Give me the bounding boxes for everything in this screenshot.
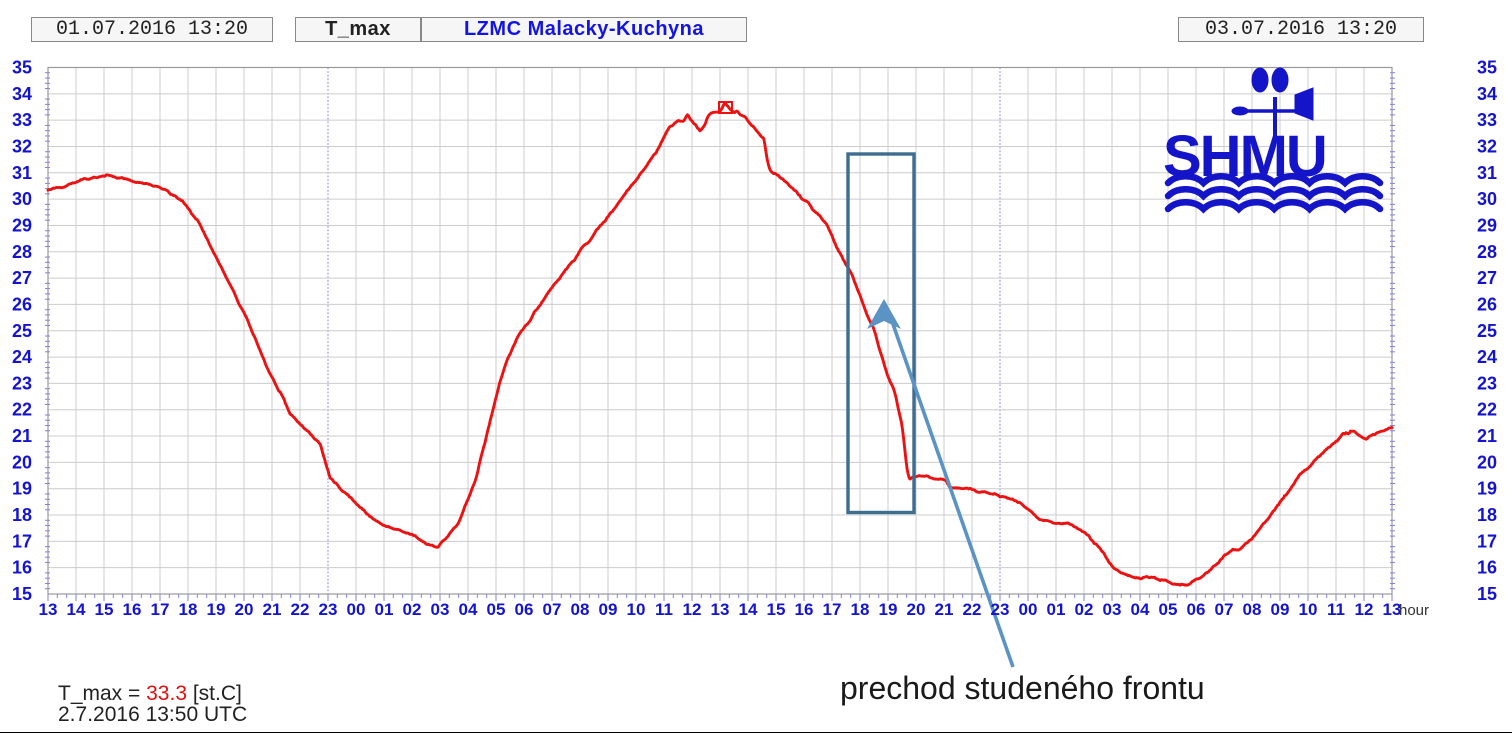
svg-text:22: 22	[291, 600, 310, 619]
svg-text:31: 31	[1477, 163, 1497, 183]
svg-text:23: 23	[1477, 373, 1497, 393]
svg-text:22: 22	[963, 600, 982, 619]
svg-text:05: 05	[487, 600, 506, 619]
svg-text:20: 20	[1477, 452, 1497, 472]
svg-text:17: 17	[12, 531, 32, 551]
svg-text:22: 22	[1477, 400, 1497, 420]
svg-text:06: 06	[515, 600, 534, 619]
svg-text:17: 17	[823, 600, 842, 619]
svg-text:15: 15	[95, 600, 114, 619]
svg-text:07: 07	[543, 600, 562, 619]
svg-text:17: 17	[1477, 531, 1497, 551]
svg-text:33: 33	[1477, 110, 1497, 130]
svg-text:29: 29	[1477, 215, 1497, 235]
svg-text:05: 05	[1159, 600, 1178, 619]
svg-text:06: 06	[1187, 600, 1206, 619]
svg-text:13: 13	[711, 600, 730, 619]
svg-text:12: 12	[683, 600, 702, 619]
svg-text:23: 23	[12, 373, 32, 393]
svg-text:19: 19	[1477, 479, 1497, 499]
svg-text:03: 03	[431, 600, 450, 619]
svg-text:25: 25	[12, 321, 32, 341]
svg-text:26: 26	[1477, 294, 1497, 314]
svg-text:22: 22	[12, 400, 32, 420]
svg-text:12: 12	[1355, 600, 1374, 619]
svg-text:27: 27	[1477, 268, 1497, 288]
svg-text:04: 04	[459, 600, 478, 619]
svg-text:13: 13	[39, 600, 58, 619]
svg-text:35: 35	[12, 58, 32, 78]
svg-text:10: 10	[627, 600, 646, 619]
svg-text:32: 32	[12, 136, 32, 156]
svg-text:09: 09	[599, 600, 618, 619]
svg-text:28: 28	[1477, 242, 1497, 262]
svg-text:00: 00	[347, 600, 366, 619]
svg-text:19: 19	[879, 600, 898, 619]
svg-text:08: 08	[1243, 600, 1262, 619]
svg-text:32: 32	[1477, 136, 1497, 156]
svg-text:16: 16	[123, 600, 142, 619]
svg-text:19: 19	[207, 600, 226, 619]
svg-text:10: 10	[1299, 600, 1318, 619]
svg-text:24: 24	[12, 347, 32, 367]
svg-text:23: 23	[991, 600, 1010, 619]
svg-text:18: 18	[851, 600, 870, 619]
svg-text:11: 11	[655, 600, 673, 619]
svg-text:17: 17	[151, 600, 170, 619]
svg-text:09: 09	[1271, 600, 1290, 619]
svg-text:25: 25	[1477, 321, 1497, 341]
svg-text:01: 01	[1047, 600, 1066, 619]
svg-text:18: 18	[179, 600, 198, 619]
svg-text:33: 33	[12, 110, 32, 130]
svg-text:21: 21	[935, 600, 954, 619]
svg-text:21: 21	[263, 600, 282, 619]
svg-text:02: 02	[1075, 600, 1094, 619]
svg-text:35: 35	[1477, 58, 1497, 78]
svg-text:08: 08	[571, 600, 590, 619]
svg-text:14: 14	[739, 600, 758, 619]
svg-text:21: 21	[12, 426, 32, 446]
svg-text:hour: hour	[1399, 602, 1429, 619]
svg-text:20: 20	[12, 452, 32, 472]
svg-text:30: 30	[1477, 189, 1497, 209]
svg-text:34: 34	[12, 84, 32, 104]
svg-text:18: 18	[12, 505, 32, 525]
svg-text:19: 19	[12, 479, 32, 499]
svg-text:00: 00	[1019, 600, 1038, 619]
svg-text:15: 15	[12, 584, 32, 604]
svg-text:27: 27	[12, 268, 32, 288]
svg-text:14: 14	[67, 600, 86, 619]
svg-text:03: 03	[1103, 600, 1122, 619]
svg-text:24: 24	[1477, 347, 1497, 367]
svg-text:34: 34	[1477, 84, 1497, 104]
svg-text:18: 18	[1477, 505, 1497, 525]
svg-text:15: 15	[1477, 584, 1497, 604]
svg-text:21: 21	[1477, 426, 1497, 446]
svg-text:16: 16	[12, 558, 32, 578]
svg-text:26: 26	[12, 294, 32, 314]
svg-text:04: 04	[1131, 600, 1150, 619]
svg-text:15: 15	[767, 600, 786, 619]
svg-text:02: 02	[403, 600, 422, 619]
svg-text:30: 30	[12, 189, 32, 209]
svg-text:29: 29	[12, 215, 32, 235]
svg-text:28: 28	[12, 242, 32, 262]
svg-text:31: 31	[12, 163, 32, 183]
svg-text:20: 20	[235, 600, 254, 619]
svg-text:16: 16	[1477, 558, 1497, 578]
svg-text:20: 20	[907, 600, 926, 619]
svg-text:11: 11	[1327, 600, 1345, 619]
svg-text:01: 01	[375, 600, 394, 619]
svg-text:23: 23	[319, 600, 338, 619]
svg-text:07: 07	[1215, 600, 1234, 619]
svg-text:16: 16	[795, 600, 814, 619]
